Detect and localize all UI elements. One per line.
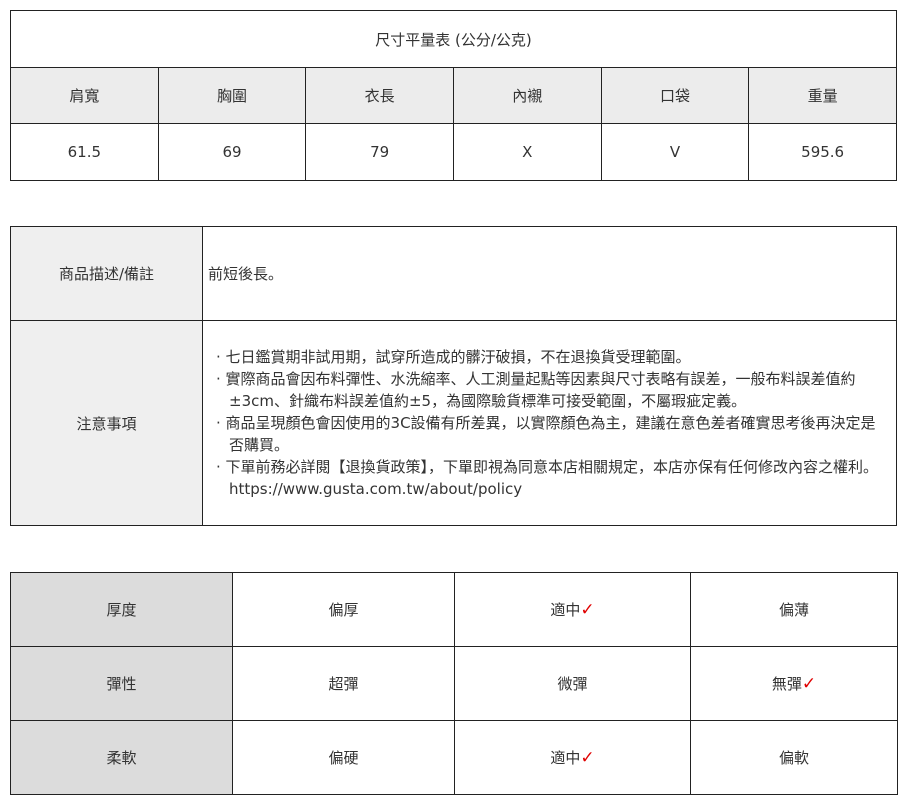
header-cell: 胸圍 bbox=[157, 67, 307, 124]
header-cell: 內襯 bbox=[452, 67, 602, 124]
feel-label: 柔軟 bbox=[10, 720, 233, 795]
option-label: 適中 bbox=[550, 749, 581, 767]
feel-row: 柔軟 偏硬 適中✓ 偏軟 bbox=[10, 720, 898, 795]
size-table-title: 尺寸平量表 (公分/公克) bbox=[10, 10, 897, 68]
header-cell: 重量 bbox=[748, 67, 897, 124]
option-label: 偏軟 bbox=[778, 749, 809, 767]
option-label: 偏硬 bbox=[328, 749, 359, 767]
notes-cell: · 七日鑑賞期非試用期，試穿所造成的髒汙破損，不在退換貨受理範圍。 · 實際商品… bbox=[202, 320, 897, 526]
option-label: 無彈 bbox=[771, 675, 802, 693]
feel-row: 厚度 偏厚 適中✓ 偏薄 bbox=[10, 572, 898, 647]
check-icon: ✓ bbox=[580, 600, 595, 620]
feel-option: 無彈✓ bbox=[690, 646, 898, 721]
value-cell: 61.5 bbox=[10, 123, 159, 181]
notes-list: · 七日鑑賞期非試用期，試穿所造成的髒汙破損，不在退換貨受理範圍。 · 實際商品… bbox=[208, 346, 896, 500]
header-cell: 口袋 bbox=[600, 67, 750, 124]
feel-option: 偏硬 bbox=[232, 720, 455, 795]
feel-option: 適中✓ bbox=[454, 572, 691, 647]
header-cell: 肩寬 bbox=[10, 67, 159, 124]
note-item: · 七日鑑賞期非試用期，試穿所造成的髒汙破損，不在退換貨受理範圍。 bbox=[216, 348, 691, 366]
description-text: 前短後長。 bbox=[202, 226, 897, 321]
check-icon: ✓ bbox=[801, 674, 817, 694]
feel-option: 偏薄 bbox=[690, 572, 898, 647]
feel-option: 適中✓ bbox=[454, 720, 691, 795]
feel-option: 微彈 bbox=[454, 646, 691, 721]
notes-label: 注意事項 bbox=[10, 320, 203, 526]
feel-option: 偏厚 bbox=[232, 572, 455, 647]
feel-option: 超彈 bbox=[232, 646, 455, 721]
fabric-feel-table: 厚度 偏厚 適中✓ 偏薄 彈性 超彈 微彈 無彈✓ 柔軟 偏硬 適中✓ 偏軟 bbox=[10, 572, 898, 795]
value-cell: 595.6 bbox=[748, 123, 897, 181]
value-cell: V bbox=[600, 123, 750, 181]
info-table: 商品描述/備註 前短後長。 注意事項 · 七日鑑賞期非試用期，試穿所造成的髒汙破… bbox=[10, 226, 897, 526]
option-label: 超彈 bbox=[328, 675, 359, 693]
value-cell: 69 bbox=[157, 123, 307, 181]
option-label: 微彈 bbox=[557, 675, 588, 693]
option-label: 偏薄 bbox=[778, 601, 809, 619]
option-label: 偏厚 bbox=[328, 601, 359, 619]
description-label: 商品描述/備註 bbox=[10, 226, 203, 321]
note-item: · 下單前務必詳閱【退換貨政策】，下單即視為同意本店相關規定，本店亦保有任何修改… bbox=[216, 458, 879, 498]
feel-option: 偏軟 bbox=[690, 720, 898, 795]
value-cell: X bbox=[452, 123, 602, 181]
header-cell: 衣長 bbox=[305, 67, 454, 124]
option-label: 適中 bbox=[550, 601, 581, 619]
value-cell: 79 bbox=[305, 123, 454, 181]
note-item: · 商品呈現顏色會因使用的3C設備有所差異，以實際顏色為主，建議在意色差者確實思… bbox=[216, 414, 876, 454]
size-table: 尺寸平量表 (公分/公克) 肩寬 胸圍 衣長 內襯 口袋 重量 61.5 69 … bbox=[10, 10, 897, 181]
note-item: · 實際商品會因布料彈性、水洗縮率、人工測量起點等因素與尺寸表略有誤差，一般布料… bbox=[216, 370, 856, 410]
check-icon: ✓ bbox=[580, 748, 595, 768]
feel-label: 厚度 bbox=[10, 572, 233, 647]
feel-label: 彈性 bbox=[10, 646, 233, 721]
feel-row: 彈性 超彈 微彈 無彈✓ bbox=[10, 646, 898, 721]
